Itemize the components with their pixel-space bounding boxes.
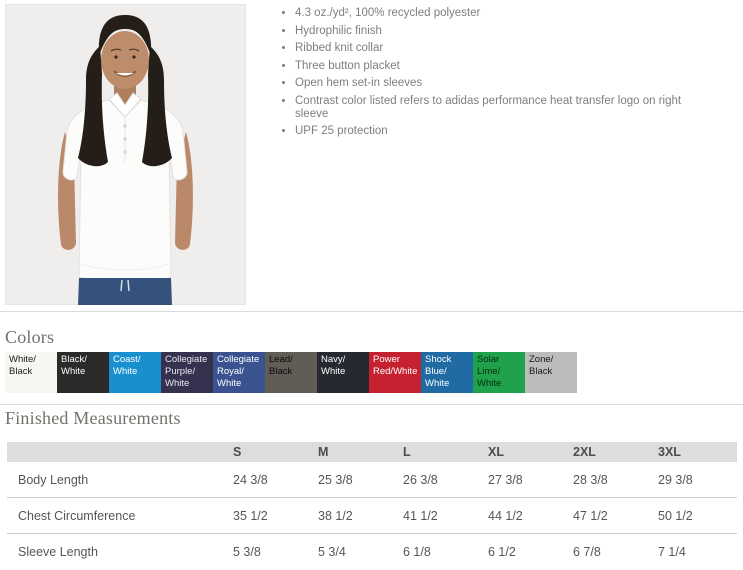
- measurement-value: 6 1/8: [403, 544, 431, 559]
- measurement-value: 44 1/2: [488, 497, 573, 534]
- color-swatch-strip: White/ Black Black/ White Coast/ White Coll…: [5, 352, 577, 393]
- color-swatch-black-white[interactable]: Black/ White: [57, 352, 109, 393]
- color-swatch-shock-blue-white[interactable]: Shock Blue/ White: [421, 352, 473, 393]
- product-photo: [5, 4, 246, 305]
- divider-middle: [0, 404, 743, 405]
- measurement-value: 27 3/8: [488, 462, 573, 498]
- feature-item: Hydrophilic finish: [295, 25, 697, 38]
- feature-item: Open hem set-in sleeves: [295, 77, 697, 90]
- measurements-table: S M L XL 2XL 3XL Body Length 24 3/8 25 3/8 26 3/…: [7, 442, 737, 569]
- color-swatch-label: Collegiate Royal/ White: [217, 354, 260, 389]
- measurement-value: 35 1/2: [233, 497, 318, 534]
- measurement-value: 25 3/8: [318, 462, 403, 498]
- size-column-header: XL: [488, 442, 573, 462]
- color-swatch-collegiate-royal-white[interactable]: Collegiate Royal/ White: [213, 352, 265, 393]
- color-swatch-label: Black/ White: [61, 354, 87, 377]
- color-swatch-label: Zone/ Black: [529, 354, 554, 377]
- color-swatch-coast-white[interactable]: Coast/ White: [109, 352, 161, 393]
- row-label: Sleeve Length: [18, 544, 98, 559]
- color-swatch-zone-black[interactable]: Zone/ Black: [525, 352, 577, 393]
- measurement-value: 5 3/8: [233, 544, 261, 559]
- table-row: Chest Circumference 35 1/2 38 1/2 41 1/2 44 …: [7, 497, 737, 534]
- size-column-header: 2XL: [573, 442, 658, 462]
- product-photo-illustration: [5, 4, 246, 305]
- table-header-row: S M L XL 2XL 3XL: [7, 442, 737, 462]
- color-swatch-power-red-white[interactable]: Power Red/White: [369, 352, 421, 393]
- color-swatch-label: Navy/ White: [321, 354, 346, 377]
- color-swatch-white-black[interactable]: White/ Black: [5, 352, 57, 393]
- color-swatch-label: Solar Lime/ White: [477, 354, 502, 389]
- color-swatch-solar-lime-white[interactable]: Solar Lime/ White: [473, 352, 525, 393]
- feature-item: Ribbed knit collar: [295, 42, 697, 55]
- feature-list: 4.3 oz./yd², 100% recycled polyester Hydr…: [281, 7, 697, 143]
- measurement-value: 24 3/8: [233, 462, 318, 498]
- measurements-heading: Finished Measurements: [5, 408, 181, 428]
- measurement-value: 41 1/2: [403, 497, 488, 534]
- measurement-value: 29 3/8: [658, 462, 737, 498]
- measurement-value: 47 1/2: [573, 497, 658, 534]
- measurement-value: 50 1/2: [658, 497, 737, 534]
- row-label: Body Length: [7, 462, 233, 498]
- color-swatch-navy-white[interactable]: Navy/ White: [317, 352, 369, 393]
- measurement-value: 6 1/2: [488, 544, 516, 559]
- measurement-value: 26 3/8: [403, 462, 488, 498]
- table-row: Body Length 24 3/8 25 3/8 26 3/8 27 3/8 28 3/…: [7, 462, 737, 498]
- feature-item: Three button placket: [295, 60, 697, 73]
- measurement-value: 5 3/4: [318, 544, 346, 559]
- color-swatch-label: Coast/ White: [113, 354, 141, 377]
- measurement-value: 7 1/4: [658, 544, 686, 559]
- corner-cell: [7, 442, 233, 462]
- color-swatch-label: White/ Black: [9, 354, 36, 377]
- color-swatch-label: Collegiate Purple/ White: [165, 354, 208, 389]
- row-label: Chest Circumference: [7, 497, 233, 534]
- color-swatch-collegiate-purple-white[interactable]: Collegiate Purple/ White: [161, 352, 213, 393]
- measurement-value: 38 1/2: [318, 497, 403, 534]
- colors-heading: Colors: [5, 327, 55, 347]
- color-swatch-label: Shock Blue/ White: [425, 354, 452, 389]
- color-swatch-label: Lead/ Black: [269, 354, 293, 377]
- size-column-header: L: [403, 442, 488, 462]
- measurement-value: 6 7/8: [573, 544, 601, 559]
- color-swatch-label: Power Red/White: [373, 354, 418, 377]
- size-column-header: 3XL: [658, 442, 737, 462]
- feature-item: Contrast color listed refers to adidas p…: [295, 95, 697, 121]
- size-column-header: M: [318, 442, 403, 462]
- color-swatch-lead-black[interactable]: Lead/ Black: [265, 352, 317, 393]
- divider-top: [0, 311, 743, 312]
- table-row: Sleeve Length 5 3/8 5 3/4 6 1/8 6 1/2 6 7/8 7 …: [7, 534, 737, 570]
- feature-item: 4.3 oz./yd², 100% recycled polyester: [295, 7, 697, 20]
- measurement-value: 28 3/8: [573, 462, 658, 498]
- feature-item: UPF 25 protection: [295, 125, 697, 138]
- size-column-header: S: [233, 442, 318, 462]
